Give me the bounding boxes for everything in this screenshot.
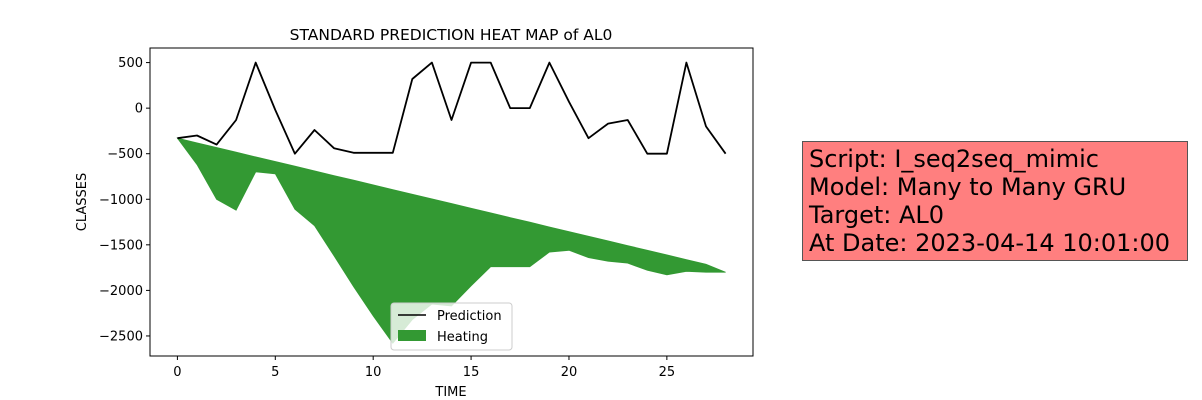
legend-heating-label: Heating: [437, 330, 488, 345]
script-line: Script: I_seq2seq_mimic: [809, 145, 1099, 173]
run-info-box: Script: I_seq2seq_mimic Model: Many to M…: [802, 141, 1188, 261]
x-axis-label: TIME: [434, 385, 466, 400]
date-line: At Date: 2023-04-14 10:01:00: [809, 229, 1171, 257]
x-tick-label: 0: [173, 365, 181, 380]
y-tick-label: −2000: [99, 284, 143, 299]
prediction-line: [177, 61, 727, 155]
x-tick-label: 15: [463, 365, 480, 380]
x-tick-label: 5: [271, 365, 279, 380]
y-tick-label: −1500: [99, 238, 143, 253]
legend-heating-swatch: [398, 330, 426, 341]
x-tick-label: 10: [365, 365, 382, 380]
target-line: Target: AL0: [809, 201, 945, 229]
y-tick-label: 500: [118, 56, 143, 71]
legend-prediction-label: Prediction: [437, 309, 502, 324]
y-tick-label: −1000: [99, 193, 143, 208]
chart-title: STANDARD PREDICTION HEAT MAP of AL0: [290, 26, 613, 44]
x-tick-label: 25: [659, 365, 676, 380]
heating-area: [176, 137, 726, 344]
y-tick-label: −2500: [99, 329, 143, 344]
y-tick-label: −500: [107, 147, 143, 162]
axes: 0 5 10 15 20 25 500 0 −500 −1000 −1500 −2000 −2500: [99, 47, 754, 380]
y-tick-label: 0: [135, 102, 143, 117]
model-line: Model: Many to Many GRU: [809, 173, 1127, 201]
y-axis-label: CLASSES: [75, 173, 90, 231]
x-tick-label: 20: [561, 365, 578, 380]
plot-area: [176, 61, 727, 344]
axes-frame: [149, 47, 754, 357]
legend: Prediction Heating: [390, 302, 513, 351]
